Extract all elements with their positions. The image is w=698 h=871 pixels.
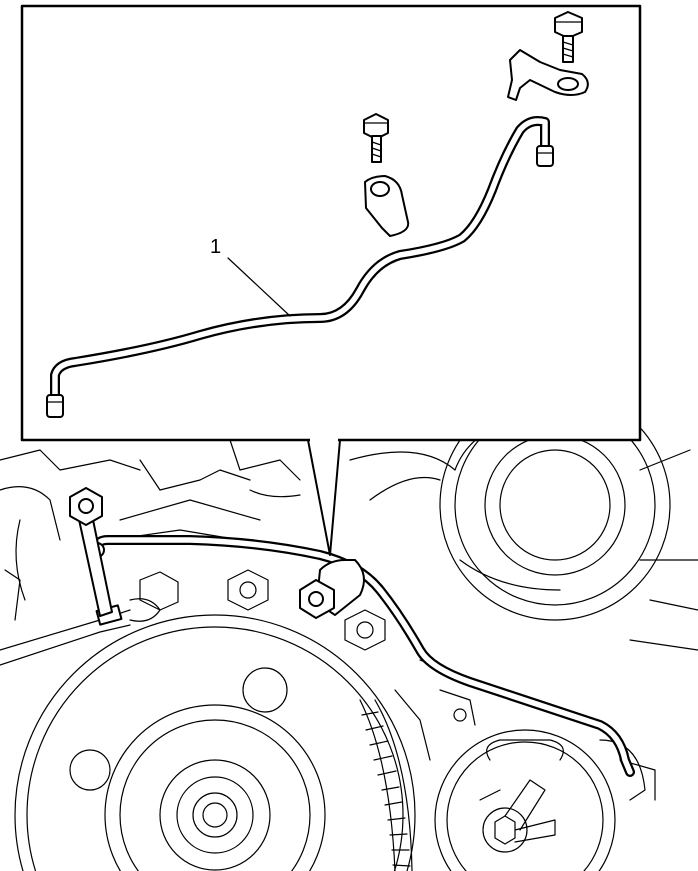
- installed-pipe-clamp: [299, 559, 365, 619]
- clamp-bolt-detail: [363, 113, 389, 163]
- block-bolt-2: [344, 609, 386, 651]
- toothed-ring: [359, 689, 431, 871]
- inset-callout: [20, 4, 642, 556]
- fuel-pipe-detail: [46, 116, 554, 418]
- engine-background: [0, 389, 698, 871]
- callout-1: 1: [210, 236, 291, 317]
- lower-right-pulley: [434, 729, 616, 871]
- left-pipe-bracket: [69, 487, 113, 617]
- callout-leader-line: [227, 257, 291, 317]
- upper-bracket-detail: [507, 49, 589, 101]
- block-bolt-3: [139, 571, 179, 611]
- bracket-bolt-detail: [554, 11, 583, 63]
- block-bolt-1: [227, 569, 269, 611]
- crank-pulley: [14, 614, 416, 871]
- pipe-clamp-detail: [364, 175, 410, 237]
- callout-label-1: 1: [210, 236, 221, 258]
